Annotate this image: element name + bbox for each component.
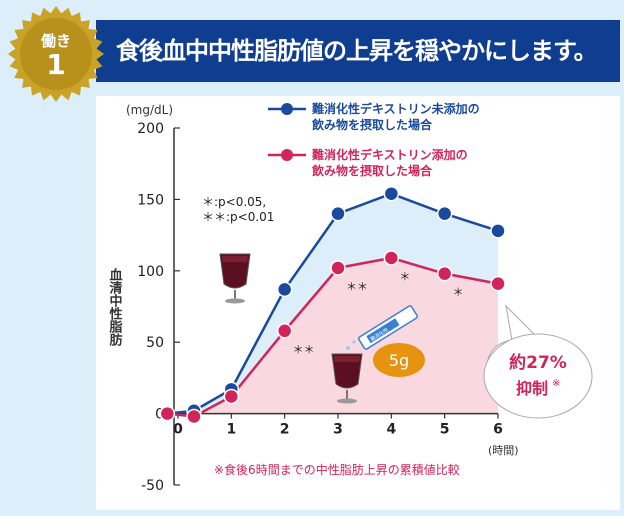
triglyceride-chart: -50 0 50 100 150 200 0 1 2 3 4 5 6 (mg/dL) 血清中性脂肪 (… bbox=[107, 101, 593, 494]
legend-blue-line1: 難消化性デキストリン未添加の bbox=[312, 101, 480, 116]
x-tick-label: 0 bbox=[173, 422, 183, 438]
with-dextrin-point bbox=[276, 323, 293, 339]
significance-mark: ＊＊ bbox=[293, 343, 315, 356]
suppression-callout: 約27% 抑制 ※ bbox=[483, 304, 593, 419]
dextrin-stick-pack-icon: 難消化性 bbox=[358, 305, 418, 350]
y-tick-label: 0 bbox=[155, 407, 164, 423]
y-tick-label: 50 bbox=[146, 335, 164, 351]
without-dextrin-point bbox=[330, 205, 346, 222]
legend-pink-line2: 飲み物を摂取した場合 bbox=[311, 163, 433, 178]
with-dextrin-point bbox=[490, 275, 506, 292]
significance-mark: ＊ bbox=[399, 270, 410, 283]
significance-marks: ＊＊＊＊＊＊ bbox=[293, 270, 464, 356]
y-axis-title: 血清中性脂肪 bbox=[107, 267, 124, 347]
x-axis-title: (時間) bbox=[488, 444, 519, 457]
legend-pink-line1: 難消化性デキストリン添加の bbox=[312, 147, 468, 162]
without-dextrin-point bbox=[276, 281, 293, 298]
legend-blue-line2: 飲み物を摂取した場合 bbox=[311, 117, 433, 132]
x-tick-label: 2 bbox=[280, 422, 290, 438]
suppression-percent: 約27% bbox=[509, 352, 567, 373]
without-dextrin-point bbox=[490, 223, 506, 239]
dose-label: 5g bbox=[389, 351, 409, 370]
suppression-mark: ※ bbox=[552, 378, 560, 389]
y-tick-label: 150 bbox=[137, 192, 164, 208]
x-tick-label: 1 bbox=[226, 422, 236, 438]
without-dextrin-point bbox=[383, 185, 400, 202]
footnote: ※食後6時間までの中性脂肪上昇の累積値比較 bbox=[214, 462, 460, 477]
y-tick-label: -50 bbox=[141, 478, 164, 494]
series-points-with-dextrin bbox=[159, 250, 506, 425]
significance-mark: ＊＊ bbox=[346, 280, 368, 293]
legend-marker-pink bbox=[281, 149, 293, 161]
badge-label: 働き bbox=[40, 32, 71, 50]
y-tick-group: -50 0 50 100 150 200 bbox=[137, 121, 180, 494]
x-tick-label: 4 bbox=[386, 422, 396, 438]
with-dextrin-point bbox=[186, 408, 202, 425]
chart-panel: -50 0 50 100 150 200 0 1 2 3 4 5 6 (mg/dL) 血清中性脂肪 (… bbox=[96, 96, 620, 510]
with-dextrin-point bbox=[330, 260, 346, 276]
header-bar: 食後血中中性脂肪値の上昇を穏やかにします。 bbox=[96, 20, 620, 82]
without-dextrin-point bbox=[436, 205, 453, 222]
significance-mark: ＊ bbox=[453, 286, 464, 299]
legend: 難消化性デキストリン未添加の 飲み物を摂取した場合 難消化性デキストリン添加の … bbox=[268, 101, 480, 178]
y-tick-label: 200 bbox=[137, 121, 164, 137]
badge-number: 1 bbox=[46, 48, 66, 81]
badge-seal-icon bbox=[8, 6, 104, 102]
y-tick-label: 100 bbox=[137, 264, 164, 280]
feature-badge: 働き 1 bbox=[6, 4, 106, 104]
drink-glass-icon bbox=[219, 253, 251, 304]
x-tick-label: 5 bbox=[440, 422, 450, 438]
significance-note-line2: ＊＊:p<0.01 bbox=[202, 210, 274, 224]
area-with-dextrin bbox=[167, 257, 498, 417]
dose-badge: 5g bbox=[373, 343, 425, 377]
legend-marker-blue bbox=[281, 103, 293, 115]
x-tick-label: 3 bbox=[333, 422, 343, 438]
x-tick-group: 0 1 2 3 4 5 6 bbox=[173, 413, 503, 438]
with-dextrin-point bbox=[383, 250, 400, 266]
significance-note-line1: ＊:p<0.05, bbox=[202, 195, 266, 209]
page-title: 食後血中中性脂肪値の上昇を穏やかにします。 bbox=[116, 37, 598, 65]
suppression-label: 抑制 bbox=[516, 379, 548, 398]
y-unit-label: (mg/dL) bbox=[126, 103, 173, 117]
drink-glass-with-dextrin-icon bbox=[331, 340, 363, 404]
with-dextrin-point bbox=[223, 388, 240, 405]
x-tick-label: 6 bbox=[493, 422, 503, 438]
badge-inner-circle bbox=[20, 18, 92, 90]
with-dextrin-point bbox=[436, 265, 453, 282]
with-dextrin-point bbox=[159, 405, 176, 422]
